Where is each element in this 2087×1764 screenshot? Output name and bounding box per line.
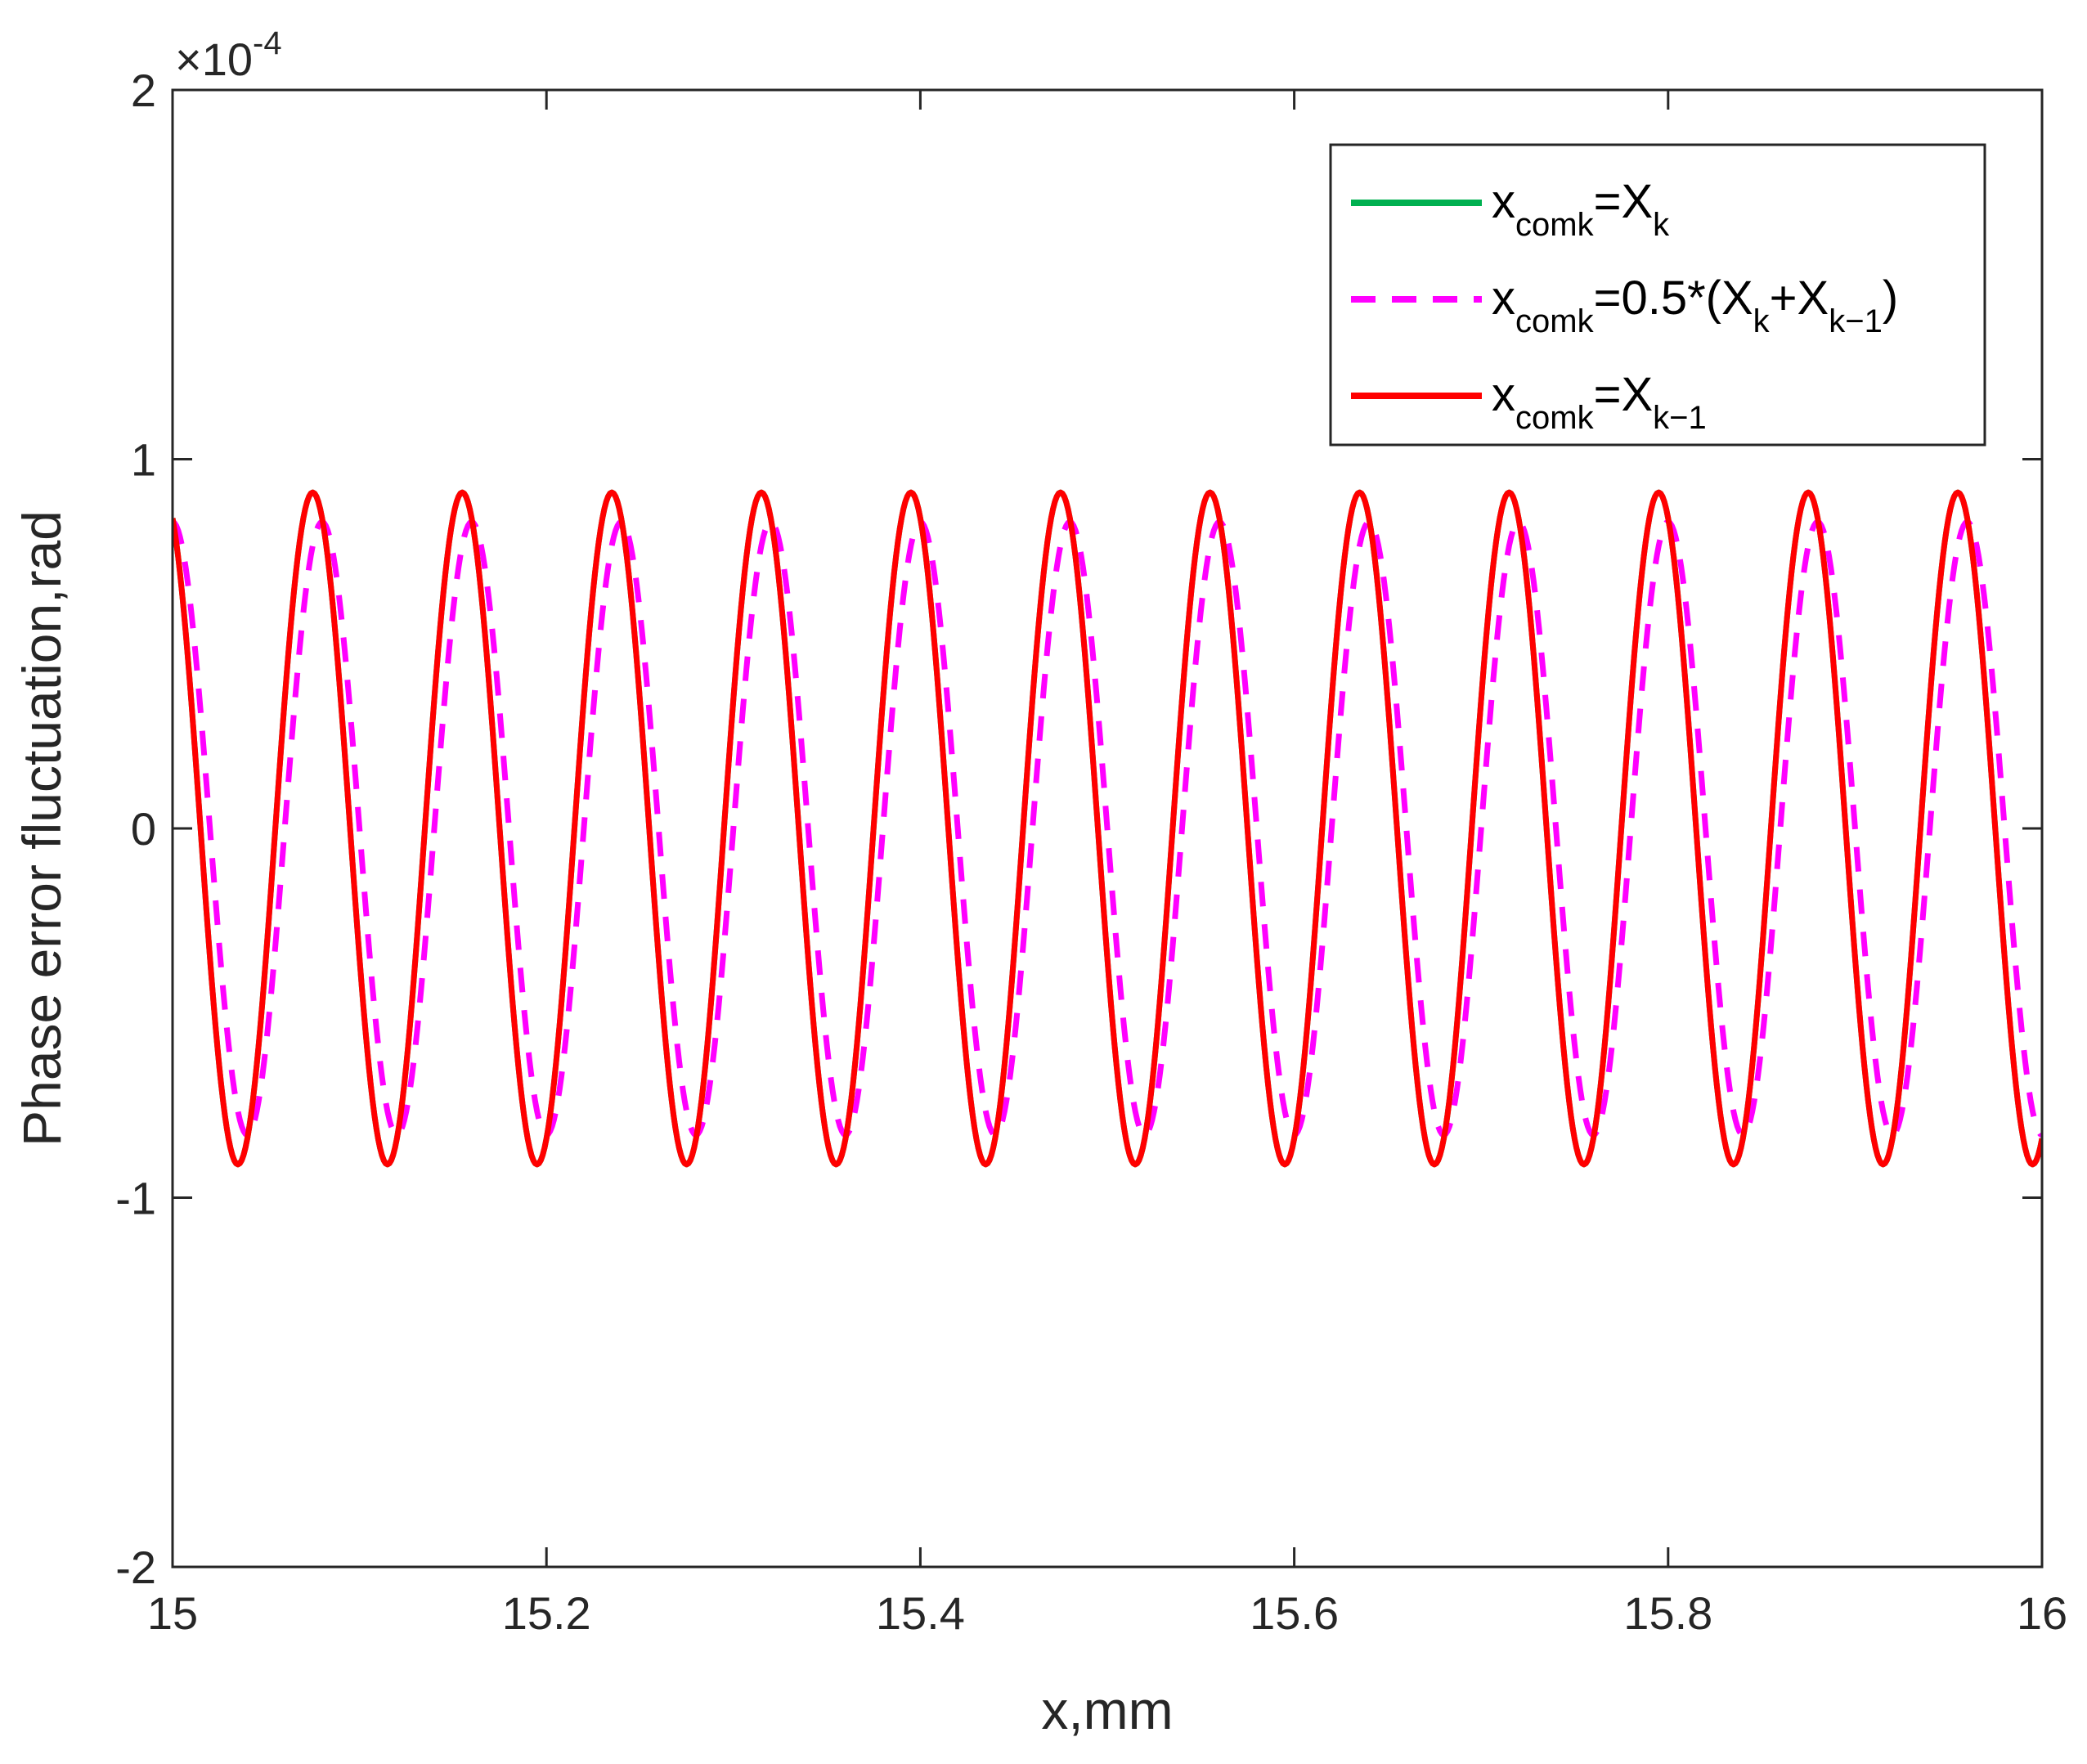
y-axis-exponent: ×10-4 [175,25,282,85]
x-axis-label: x,mm [1041,1680,1173,1740]
series-line-1 [173,518,2042,1138]
legend-label-0-part-1: comk [1515,207,1595,243]
legend-label-2-part-2: =X [1594,368,1654,421]
legend-label-1-part-3: k [1753,303,1771,339]
legend-label-0-part-2: =X [1594,175,1654,228]
legend-label-2-part-1: comk [1515,400,1595,436]
y-axis-label: Phase error fluctuation,rad [11,510,72,1147]
y-axis-exponent-base: ×10 [175,34,253,85]
legend-label-1-part-2: =0.5*(X [1594,272,1753,325]
tick-labels-layer: 15 15.2 15.4 15.6 15.8 16 -2 -1 0 1 2 [115,65,2067,1639]
y-tick-label-4: 2 [131,65,156,116]
y-tick-label-2: 0 [131,803,156,855]
legend-label-1-part-4: +X [1770,272,1829,325]
legend-label-2-part-3: k−1 [1653,400,1707,436]
x-tick-label-3: 15.6 [1250,1587,1339,1639]
x-tick-label-0: 15 [147,1587,198,1639]
series-layer [173,489,2042,1168]
y-axis-exponent-power: -4 [253,25,282,61]
legend-label-1-part-5: k−1 [1829,303,1883,339]
legend-label-2: xcomk=Xk−1 [1492,368,1707,436]
legend-label-2-part-0: x [1492,368,1515,421]
ticks-layer [171,88,2044,1569]
legend-label-1-part-6: ) [1883,272,1898,325]
x-tick-label-5: 16 [2017,1587,2067,1639]
x-tick-label-1: 15.2 [502,1587,591,1639]
legend-label-0-part-0: x [1492,175,1515,228]
legend-label-1-part-0: x [1492,272,1515,325]
legend-label-1-part-1: comk [1515,303,1595,339]
y-tick-label-0: -2 [115,1542,156,1593]
series-line-2 [173,489,2042,1168]
x-tick-label-4: 15.8 [1623,1587,1712,1639]
y-tick-label-1: -1 [115,1173,156,1224]
legend-label-0-part-3: k [1653,207,1670,243]
legend-label-1: xcomk=0.5*(Xk+Xk−1) [1492,272,1898,339]
y-tick-label-3: 1 [131,434,156,486]
legend-label-0: xcomk=Xk [1492,175,1670,243]
x-tick-label-2: 15.4 [876,1587,965,1639]
